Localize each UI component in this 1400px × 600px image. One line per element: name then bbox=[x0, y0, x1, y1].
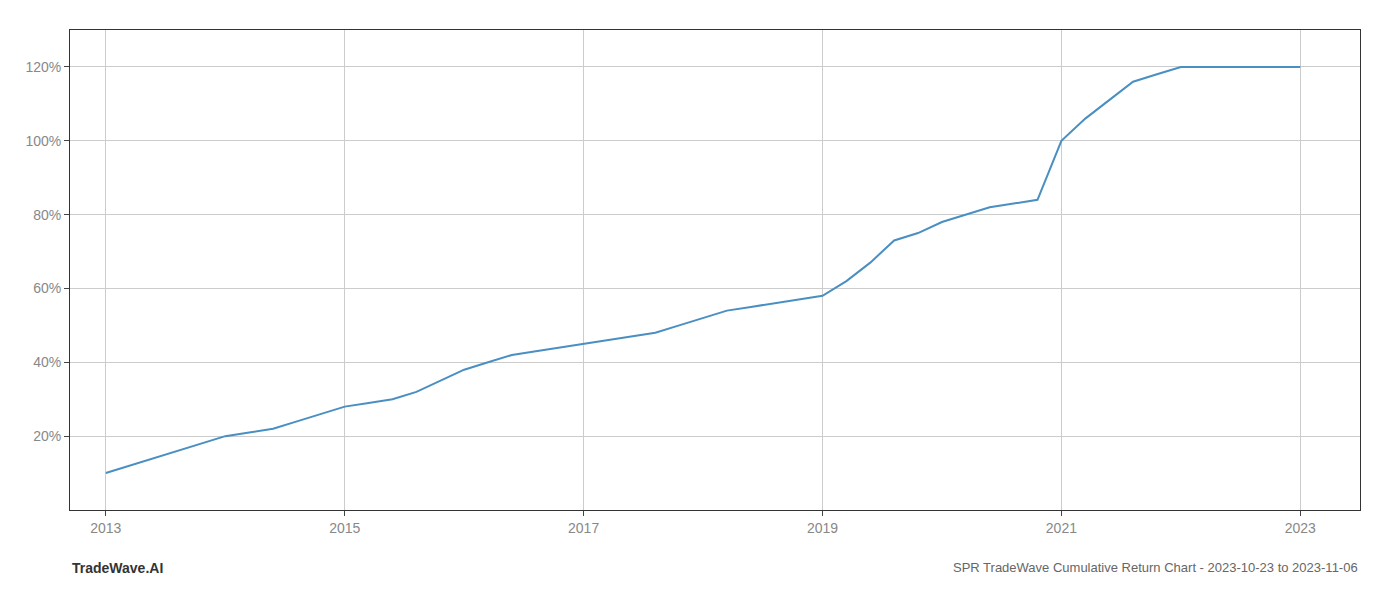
svg-text:2015: 2015 bbox=[329, 520, 360, 536]
svg-text:2023: 2023 bbox=[1285, 520, 1316, 536]
svg-text:40%: 40% bbox=[33, 354, 61, 370]
svg-text:80%: 80% bbox=[33, 207, 61, 223]
svg-text:2021: 2021 bbox=[1046, 520, 1077, 536]
svg-text:2019: 2019 bbox=[807, 520, 838, 536]
svg-text:100%: 100% bbox=[25, 133, 61, 149]
svg-text:SPR TradeWave Cumulative Retur: SPR TradeWave Cumulative Return Chart - … bbox=[953, 560, 1358, 575]
svg-text:20%: 20% bbox=[33, 428, 61, 444]
svg-text:2017: 2017 bbox=[568, 520, 599, 536]
svg-text:TradeWave.AI: TradeWave.AI bbox=[72, 560, 163, 576]
svg-text:2013: 2013 bbox=[90, 520, 121, 536]
svg-text:120%: 120% bbox=[25, 59, 61, 75]
svg-text:60%: 60% bbox=[33, 280, 61, 296]
